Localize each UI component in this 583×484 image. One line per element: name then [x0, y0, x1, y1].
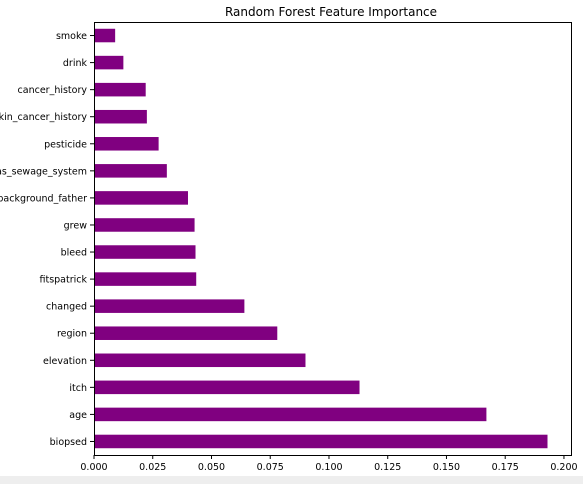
bar-age [94, 407, 487, 422]
x-tick-label: 0.150 [433, 462, 460, 473]
bar-smoke [94, 28, 116, 43]
x-tick-label: 0.000 [80, 462, 107, 473]
x-tick-label: 0.050 [198, 462, 225, 473]
plot-frame [94, 22, 572, 456]
y-tick-label: background_father [0, 193, 87, 204]
bars-layer [94, 28, 548, 449]
bar-region [94, 326, 278, 340]
bar-pesticide [94, 137, 159, 151]
y-tick-label: elevation [43, 356, 87, 367]
bar-fitspatrick [94, 272, 197, 286]
x-tick-label: 0.075 [257, 462, 284, 473]
y-tick-label: region [57, 329, 87, 340]
y-tick-label: age [69, 410, 87, 421]
x-tick-label: 0.175 [492, 462, 519, 473]
x-tick-label: 0.200 [550, 462, 577, 473]
bar-cancer-history [94, 82, 146, 97]
bar-drink [94, 55, 124, 70]
x-tick-label: 0.100 [315, 462, 342, 473]
bar-biopsed [94, 434, 548, 449]
y-tick-label: pesticide [44, 139, 87, 150]
y-tick-label: itch [69, 383, 87, 394]
footer-strip [0, 476, 583, 484]
bar-elevation [94, 353, 306, 368]
y-axis: biopsed age itch elevation region changed fits… [0, 31, 94, 448]
x-axis: 0.000 0.025 0.050 0.075 0.100 0.125 0.150 0.175… [80, 455, 578, 473]
x-tick-label: 0.025 [139, 462, 166, 473]
y-tick-label: skin_cancer_history [0, 112, 87, 123]
y-tick-label: smoke [56, 31, 87, 42]
bar-has-sewage-system [94, 164, 167, 178]
bar-grew [94, 218, 195, 232]
bar-background-father [94, 191, 188, 205]
chart-title: Random Forest Feature Importance [225, 5, 437, 19]
y-tick-label: fitspatrick [39, 275, 87, 286]
x-tick-label: 0.125 [374, 462, 401, 473]
y-tick-label: drink [63, 58, 88, 69]
y-tick-label: cancer_history [18, 85, 88, 96]
bar-skin-cancer-history [94, 109, 147, 124]
bar-itch [94, 380, 360, 395]
bar-changed [94, 299, 245, 313]
y-tick-label: biopsed [50, 437, 87, 448]
y-tick-label: grew [64, 220, 88, 231]
bar-bleed [94, 245, 196, 259]
y-tick-label: changed [46, 302, 87, 313]
y-tick-label: has_sewage_system [0, 166, 87, 177]
y-tick-label: bleed [61, 248, 87, 259]
